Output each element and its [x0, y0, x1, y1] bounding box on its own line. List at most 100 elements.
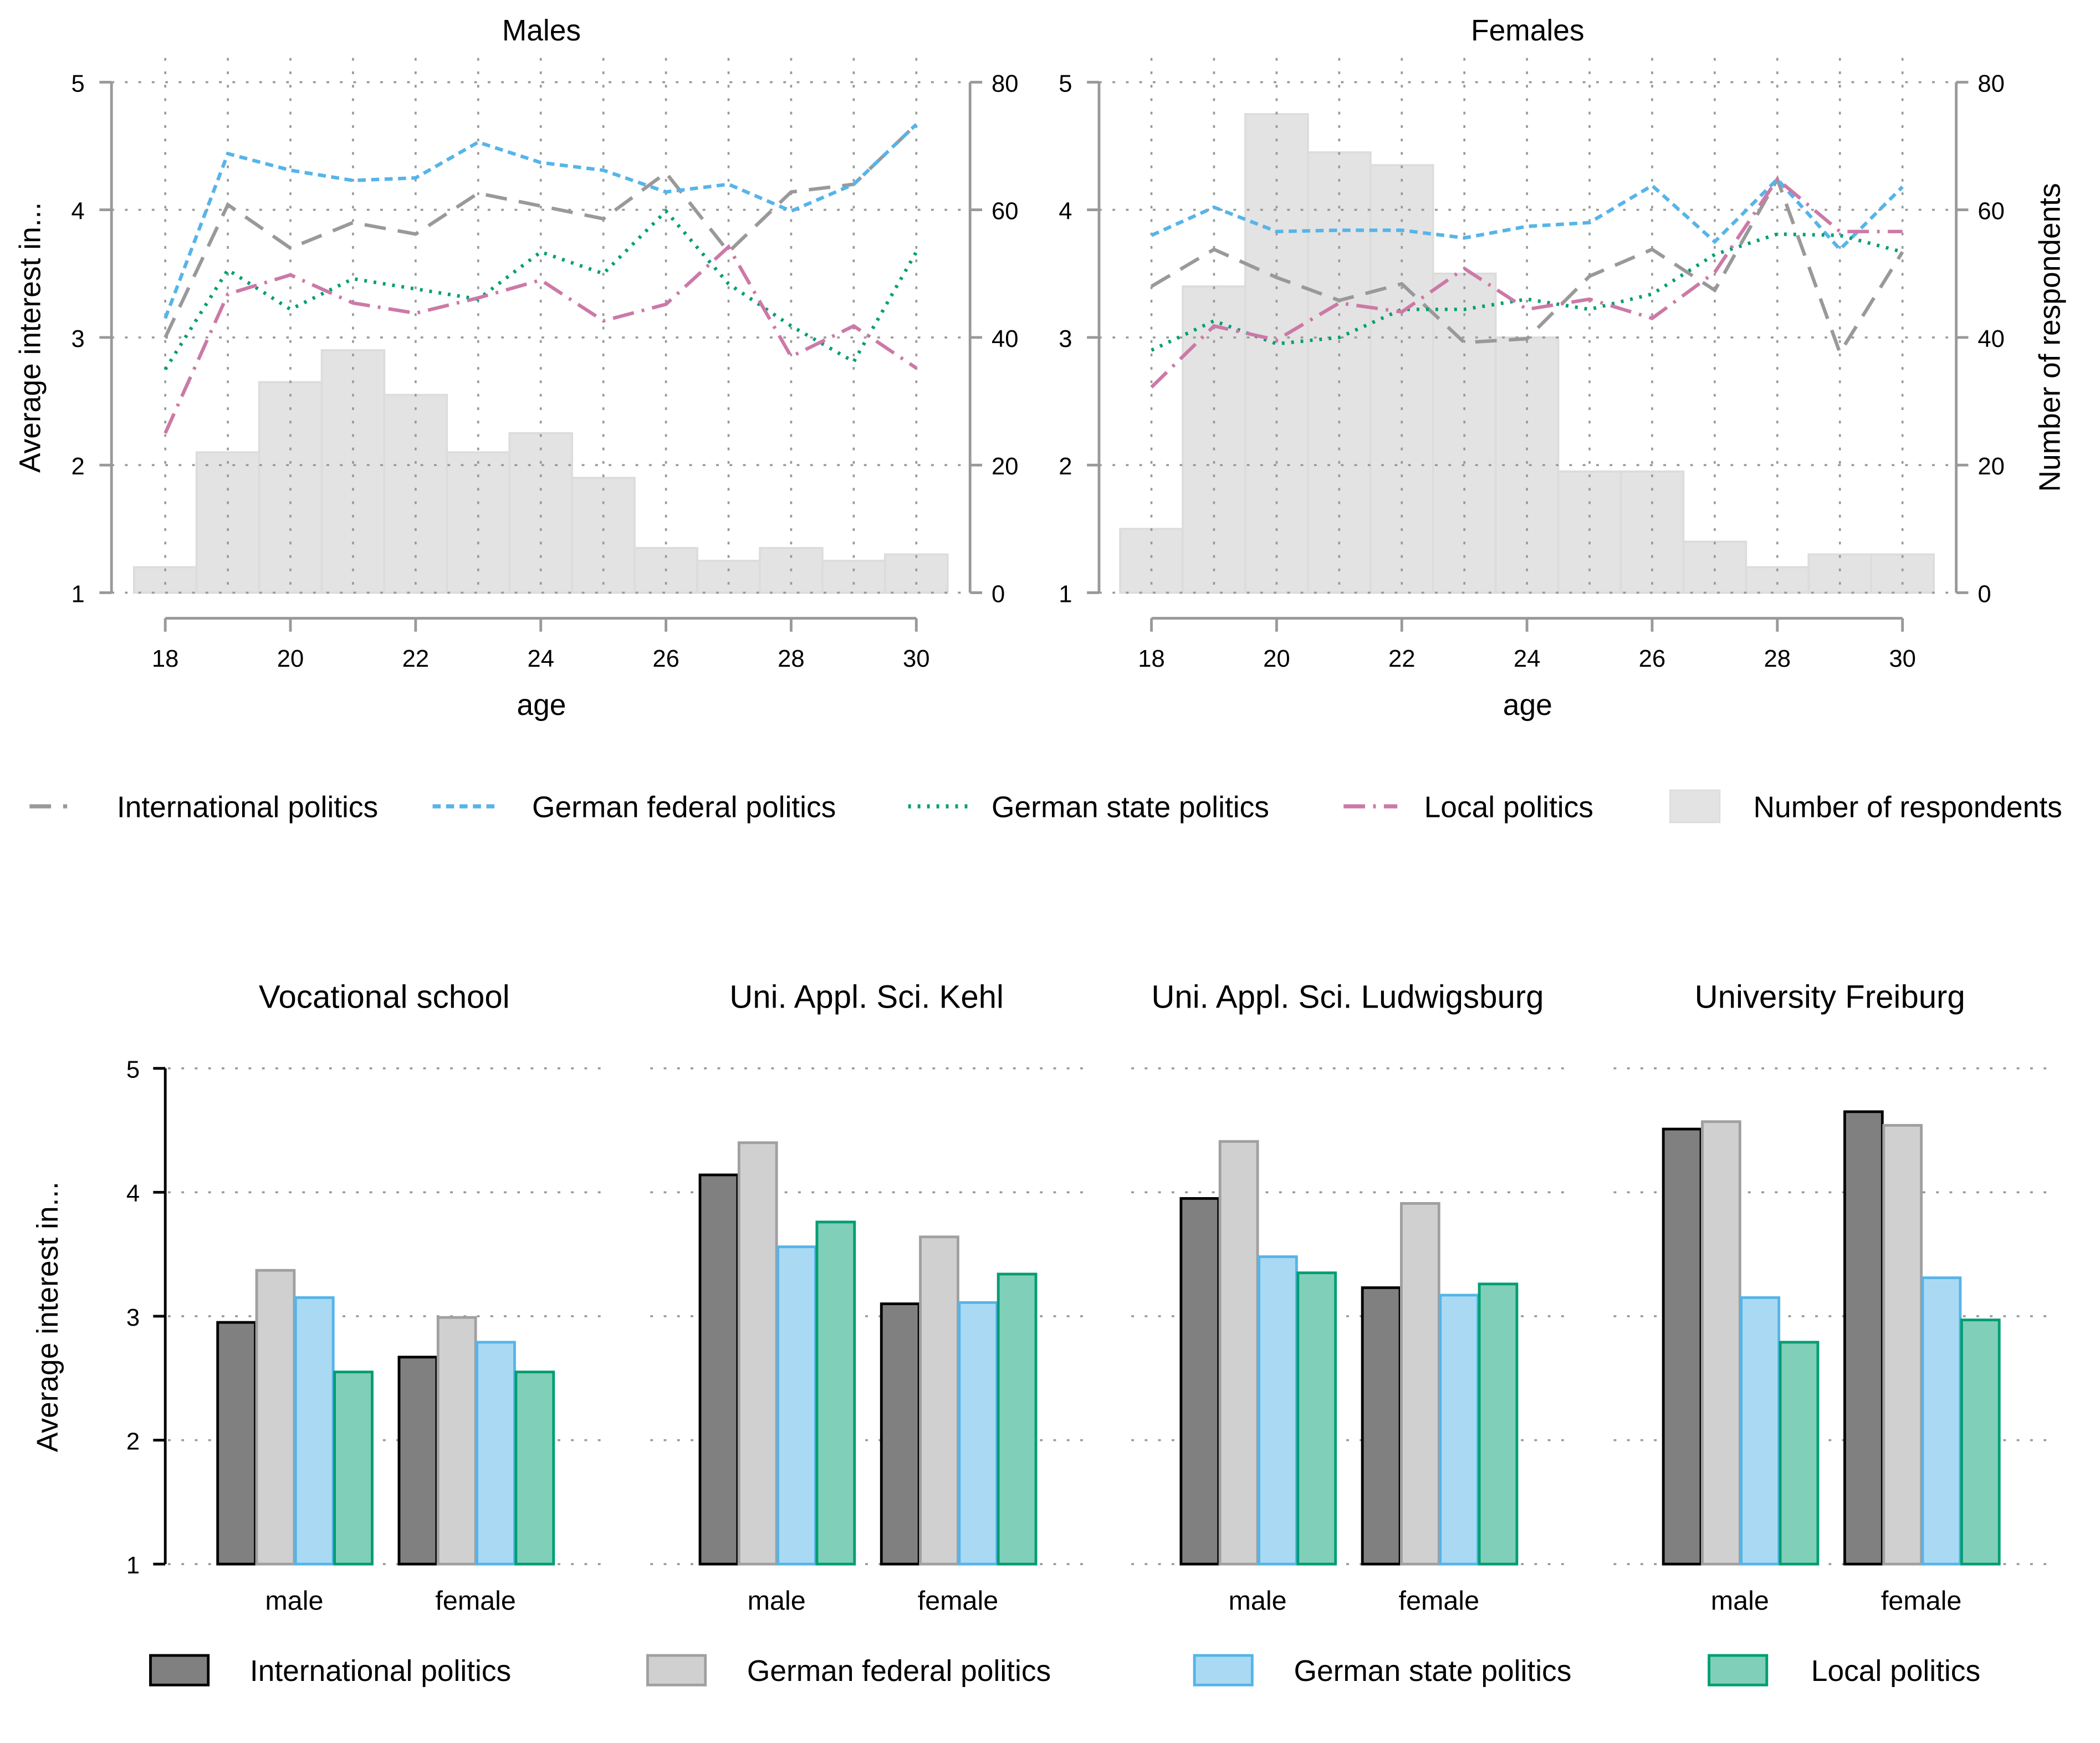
x-tick-label: 20: [277, 646, 304, 672]
bar: [1701, 1120, 1741, 1566]
legend-top: International politics German federal pol…: [29, 789, 2062, 824]
bar: [333, 1371, 374, 1566]
respondents-bar: [821, 560, 886, 594]
bar: [436, 1316, 477, 1566]
legend-bottom: International politics German federal pol…: [149, 1654, 1980, 1688]
respondents-bar: [1494, 336, 1560, 594]
bar-chart: 1 2 3 4 5 Average interest in... Vocational sc…: [32, 979, 2047, 1616]
bar: [997, 1272, 1038, 1566]
respondents-bar: [1619, 470, 1685, 594]
y-tick-label: 2: [126, 1429, 140, 1455]
legend-label: International politics: [250, 1655, 511, 1688]
legend-label: German federal politics: [532, 791, 836, 824]
y2-tick-label: 40: [1978, 326, 2005, 352]
y-tick-label: 4: [1059, 198, 1072, 225]
x-tick-label: 26: [1639, 646, 1666, 672]
legend-item: International politics: [149, 1654, 511, 1688]
females-panel: Females 1 2 3 4 5 0 20 40 60 80 18 20 22 24 26 28 30 age Nu…: [1059, 14, 2066, 722]
bar: [1179, 1197, 1220, 1566]
legend-label: Number of respondents: [1754, 791, 2062, 824]
series-line-3: [1150, 176, 1903, 389]
y2-tick-label: 20: [992, 453, 1019, 480]
series-line-3: [163, 244, 918, 434]
respondents-bar: [320, 349, 386, 594]
bar: [815, 1220, 856, 1566]
respondents-bar: [258, 381, 323, 594]
bar-panel: Uni. Appl. Sci. Ludwigsburg male female: [1131, 979, 1564, 1616]
legend-label: International politics: [117, 791, 378, 824]
y-tick-label: 2: [71, 453, 84, 480]
legend-item: International politics: [29, 791, 378, 824]
bar: [1218, 1140, 1259, 1566]
legend-item: German state politics: [908, 791, 1269, 824]
y2-tick-label: 80: [992, 70, 1019, 97]
bar: [1439, 1294, 1480, 1566]
series-line-1: [1151, 176, 1904, 252]
bar: [294, 1296, 335, 1566]
males-panel: Males 1 2 3 4 5 0 20 40 60 80 18 20 22 24 26 28 30 age Aver…: [14, 14, 1019, 722]
respondents-bar: [1557, 470, 1622, 594]
y-tick-label: 3: [1059, 326, 1072, 352]
respondents-bar: [446, 451, 511, 594]
bar: [698, 1173, 739, 1566]
y-tick-label: 2: [1059, 453, 1072, 480]
respondents-bar: [696, 560, 761, 594]
y-tick-label: 1: [1059, 581, 1072, 607]
y-tick-label: 1: [71, 581, 84, 607]
x-tick-label: 28: [1764, 646, 1791, 672]
bar: [880, 1302, 921, 1566]
x-tick-label: 24: [527, 646, 554, 672]
category-label: male: [265, 1586, 323, 1616]
y-tick-label: 5: [71, 70, 84, 97]
bar: [919, 1235, 959, 1566]
category-label: male: [1229, 1586, 1287, 1616]
panel-title: Uni. Appl. Sci. Ludwigsburg: [1151, 979, 1544, 1015]
panel-title: Males: [502, 14, 581, 47]
x-tick-label: 30: [1889, 646, 1916, 672]
x-tick-label: 22: [1388, 646, 1416, 672]
bar: [476, 1341, 516, 1566]
respondents-bar: [1682, 540, 1748, 594]
bar: [1960, 1318, 2001, 1566]
legend-item: German state politics: [1193, 1654, 1571, 1688]
legend-box-swatch: [149, 1654, 210, 1686]
bar: [737, 1141, 778, 1566]
y-tick-label: 4: [126, 1180, 140, 1207]
y2-tick-label: 0: [1978, 581, 1991, 607]
x-tick-label: 30: [903, 646, 930, 672]
respondents-bar: [508, 432, 574, 594]
bar: [1400, 1202, 1440, 1566]
bar: [514, 1371, 555, 1566]
bar: [1882, 1124, 1923, 1566]
bar-panel: University Freiburg male female: [1613, 979, 2047, 1616]
respondents-bar: [195, 451, 260, 594]
y2-tick-label: 60: [992, 198, 1019, 225]
bar: [1779, 1341, 1820, 1566]
legend-label: German state politics: [992, 791, 1269, 824]
y2-tick-label: 40: [992, 326, 1019, 352]
bar: [958, 1301, 999, 1566]
category-label: female: [1399, 1586, 1479, 1616]
bar: [1361, 1286, 1402, 1566]
legend-item: German federal politics: [432, 791, 836, 824]
y2-tick-label: 0: [992, 581, 1005, 607]
category-label: male: [748, 1586, 806, 1616]
y2-tick-label: 20: [1978, 453, 2005, 480]
bar: [255, 1269, 296, 1566]
respondents-bar: [1244, 113, 1309, 594]
x-tick-label: 24: [1514, 646, 1541, 672]
respondents-bar: [383, 393, 448, 594]
bar: [1921, 1276, 1962, 1566]
legend-item: German federal politics: [646, 1654, 1051, 1688]
legend-box-swatch: [1669, 789, 1721, 824]
bar: [1296, 1271, 1337, 1566]
x-axis-title: age: [1503, 689, 1552, 722]
bar-panel: Vocational school male female: [168, 979, 601, 1616]
legend-box-swatch: [1708, 1654, 1769, 1686]
x-tick-label: 18: [152, 646, 179, 672]
y-tick-label: 5: [126, 1057, 140, 1083]
y-tick-label: 4: [71, 198, 84, 225]
panel-title: Females: [1471, 14, 1585, 47]
x-tick-label: 20: [1263, 646, 1290, 672]
x-tick-label: 18: [1138, 646, 1165, 672]
